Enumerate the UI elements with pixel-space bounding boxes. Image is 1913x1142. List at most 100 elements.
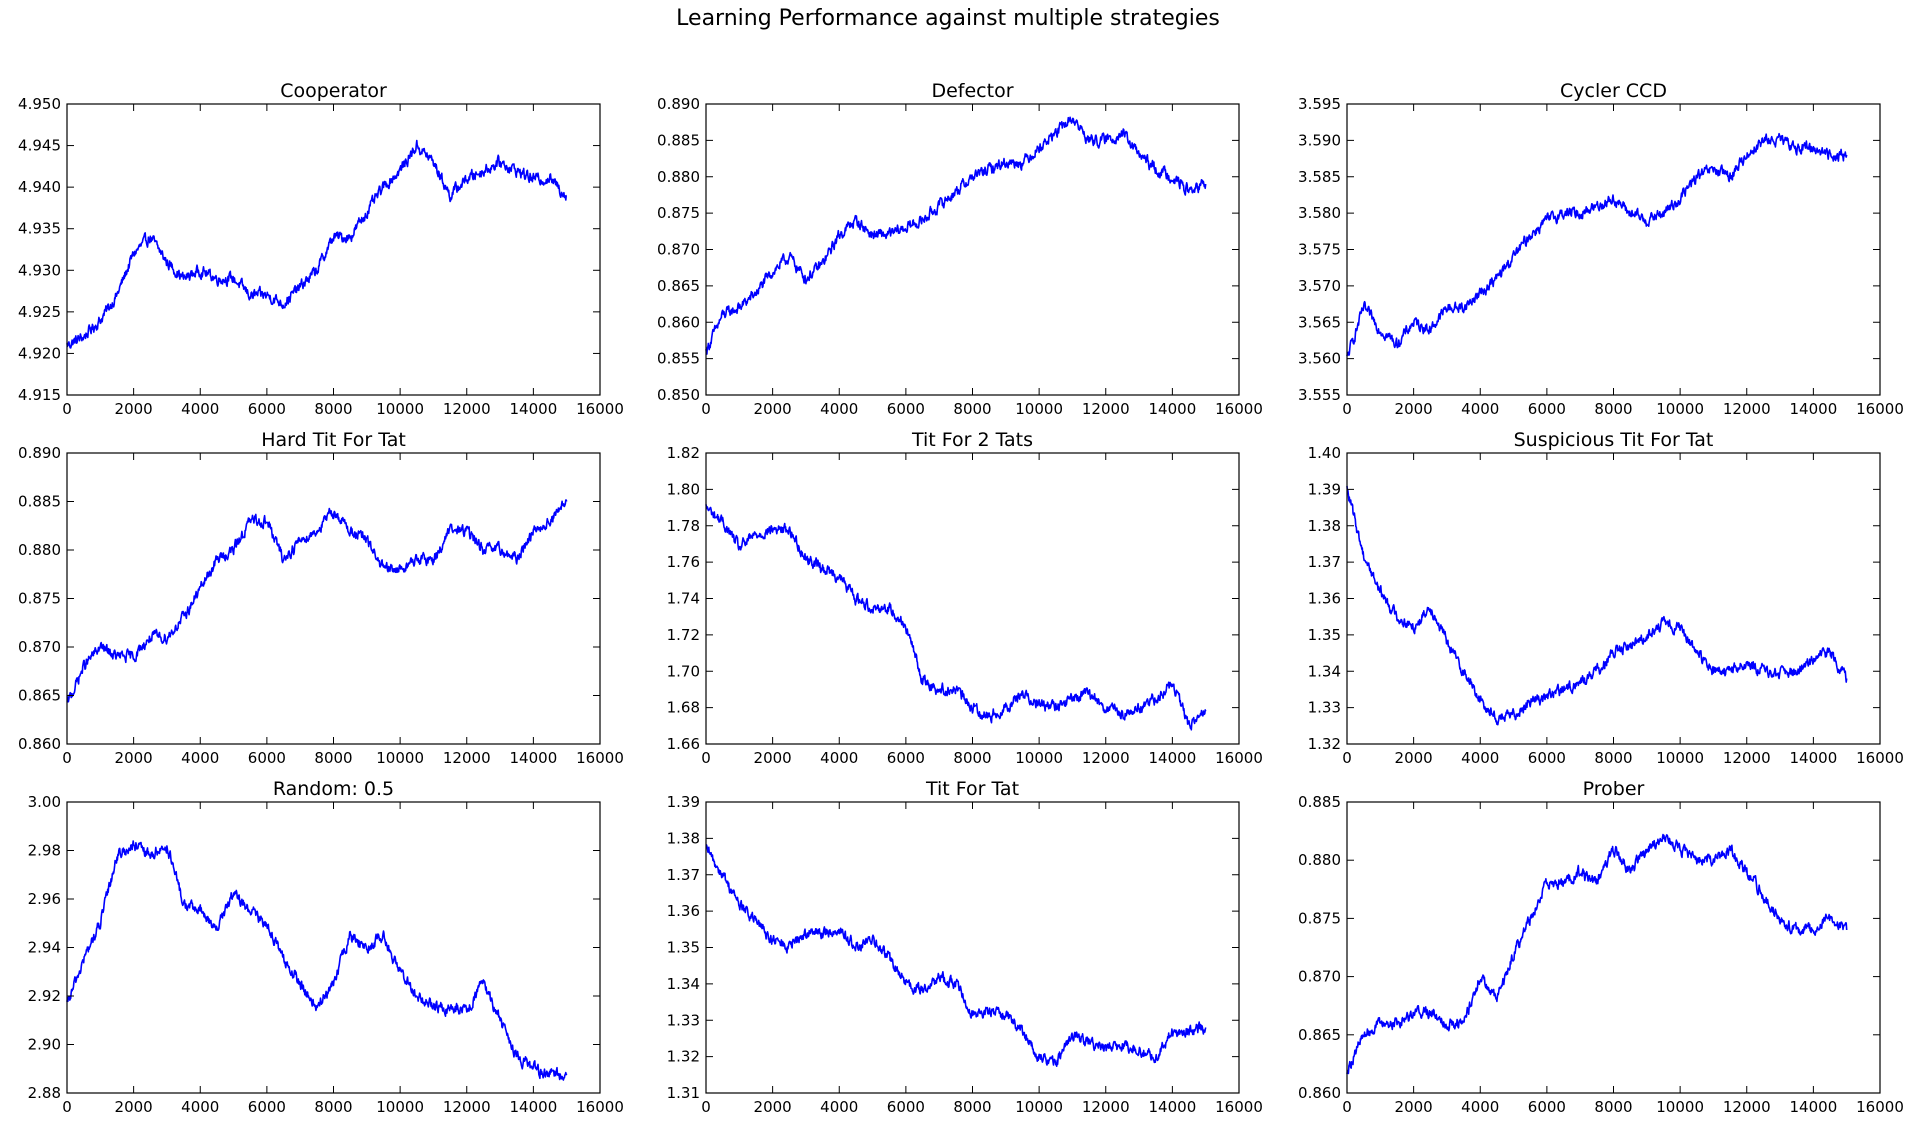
x-tick-label: 6000 (248, 749, 286, 767)
y-tick: 1.70 (667, 662, 1239, 680)
y-tick-label: 1.80 (667, 480, 700, 498)
subplot-4: Hard Tit For Tat 0 2000 4000 6000 8000 10000 12… (18, 429, 624, 767)
x-tick-label: 14000 (1790, 400, 1838, 418)
y-tick-label: 3.590 (1298, 131, 1341, 149)
x-tick: 2000 (1395, 104, 1433, 418)
series-line (1346, 132, 1848, 357)
y-tick-label: 1.31 (667, 1084, 700, 1102)
x-tick: 12000 (1082, 453, 1130, 767)
axes-frame (1346, 103, 1881, 396)
y-tick: 0.880 (18, 541, 600, 559)
y-tick-label: 1.74 (667, 590, 700, 608)
y-tick-label: 1.76 (667, 553, 700, 571)
series-line (66, 139, 568, 349)
x-tick-label: 12000 (443, 749, 491, 767)
y-tick-label: 0.890 (657, 95, 700, 113)
y-tick-label: 3.575 (1298, 241, 1341, 259)
x-tick: 8000 (1594, 453, 1633, 767)
x-tick-label: 10000 (1656, 749, 1704, 767)
y-tick: 3.590 (1298, 131, 1880, 149)
x-tick: 14000 (1149, 104, 1196, 418)
x-tick: 6000 (1528, 104, 1566, 418)
x-tick: 6000 (1528, 453, 1566, 767)
x-tick-label: 0 (1342, 1098, 1352, 1116)
y-tick-label: 3.595 (1298, 95, 1341, 113)
y-tick: 0.880 (1298, 851, 1880, 869)
y-tick-label: 0.880 (657, 168, 700, 186)
series-line (705, 844, 1207, 1067)
x-tick-label: 0 (701, 1098, 711, 1116)
y-tick: 3.585 (1298, 168, 1880, 186)
axes-frame (705, 103, 1240, 396)
x-tick-label: 2000 (115, 749, 153, 767)
y-tick: 4.945 (18, 137, 600, 155)
y-tick-label: 2.96 (28, 890, 61, 908)
x-tick: 2000 (754, 802, 792, 1116)
y-tick-label: 4.925 (18, 303, 61, 321)
x-tick-label: 2000 (1395, 400, 1433, 418)
x-tick-label: 14000 (1149, 1098, 1197, 1116)
y-tick-label: 1.68 (667, 699, 700, 717)
y-tick: 1.35 (667, 939, 1239, 957)
x-tick-label: 8000 (314, 400, 352, 418)
x-tick-label: 0 (62, 749, 72, 767)
subplot-7: Random: 0.5 0 2000 4000 6000 8000 10000 12000 14… (28, 778, 624, 1116)
y-tick-label: 1.33 (1308, 699, 1341, 717)
y-tick-label: 0.855 (657, 350, 700, 368)
y-tick-label: 1.36 (1308, 590, 1341, 608)
y-tick-label: 1.38 (1308, 517, 1341, 535)
x-tick: 6000 (887, 802, 925, 1116)
y-tick: 3.575 (1298, 241, 1880, 259)
x-tick: 8000 (314, 453, 353, 767)
x-tick: 2000 (115, 802, 153, 1116)
y-tick-label: 1.35 (667, 939, 700, 957)
x-tick-label: 6000 (887, 749, 925, 767)
y-tick-label: 1.34 (1308, 662, 1341, 680)
y-tick-label: 1.72 (667, 626, 700, 644)
y-tick: 0.875 (18, 590, 600, 608)
y-tick: 0.860 (657, 313, 1239, 331)
y-tick-label: 3.555 (1298, 386, 1341, 404)
y-tick-label: 1.66 (667, 735, 700, 753)
x-tick-label: 2000 (754, 749, 792, 767)
x-tick: 6000 (248, 104, 286, 418)
axes-frame (1346, 801, 1881, 1094)
y-tick-label: 2.88 (28, 1084, 61, 1102)
y-tick: 4.940 (18, 178, 600, 196)
x-tick: 2000 (754, 453, 792, 767)
y-tick-label: 0.850 (657, 386, 700, 404)
subplot-title: Tit For Tat (925, 778, 1019, 800)
x-tick-label: 8000 (1594, 400, 1632, 418)
y-tick-label: 0.875 (657, 204, 700, 222)
x-tick: 10000 (376, 104, 424, 418)
x-tick-label: 8000 (314, 749, 352, 767)
y-tick-label: 0.890 (18, 444, 61, 462)
x-tick: 12000 (443, 802, 491, 1116)
y-tick-label: 4.920 (18, 344, 61, 362)
x-tick-label: 4000 (1461, 749, 1499, 767)
x-tick-label: 8000 (953, 1098, 991, 1116)
y-tick: 1.33 (667, 1011, 1239, 1029)
y-tick-label: 1.35 (1308, 626, 1341, 644)
y-tick-label: 1.78 (667, 517, 700, 535)
x-tick: 6000 (248, 802, 286, 1116)
x-tick-label: 12000 (1082, 1098, 1130, 1116)
x-tick-label: 6000 (248, 1098, 286, 1116)
x-tick: 6000 (887, 104, 925, 418)
x-tick-label: 2000 (1395, 1098, 1433, 1116)
y-tick: 0.875 (1298, 909, 1880, 927)
y-tick-label: 2.92 (28, 987, 61, 1005)
axes-frame (705, 452, 1240, 745)
x-tick: 4000 (820, 104, 858, 418)
x-tick: 2000 (1395, 453, 1433, 767)
y-tick-label: 0.880 (18, 541, 61, 559)
y-tick-label: 1.37 (667, 866, 700, 884)
series-line (66, 499, 568, 703)
subplot-title: Cooperator (280, 80, 387, 102)
series-line (1346, 485, 1848, 726)
x-tick-label: 12000 (443, 1098, 491, 1116)
x-tick-label: 16000 (1856, 749, 1904, 767)
x-tick: 2000 (1395, 802, 1433, 1116)
x-tick: 10000 (1656, 453, 1704, 767)
subplot-8: Tit For Tat 0 2000 4000 6000 8000 10000 12000 14… (667, 778, 1263, 1116)
